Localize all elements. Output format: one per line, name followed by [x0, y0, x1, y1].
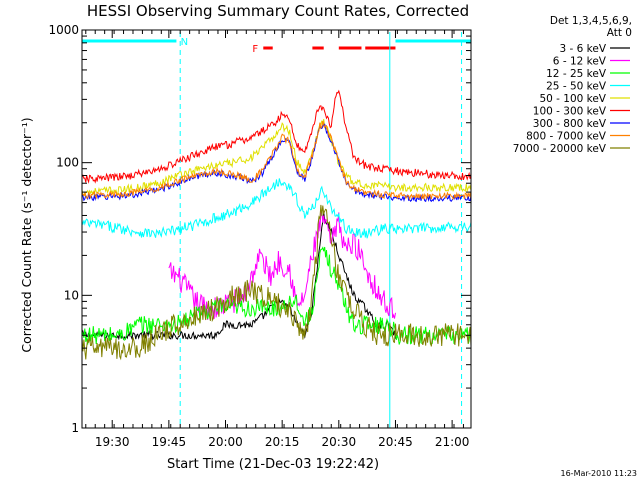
series-line-2 — [168, 210, 396, 320]
legend-label-5: 50 - 100 keV — [539, 93, 606, 105]
legend-label-7: 300 - 800 keV — [533, 118, 607, 130]
series-line-8 — [81, 120, 472, 201]
legend-header-1: Det 1,3,4,5,6,9, — [550, 15, 632, 27]
series-line-9 — [81, 204, 472, 361]
x-tick-label-4: 20:15 — [265, 435, 300, 449]
legend-label-9: 7000 - 20000 keV — [513, 143, 607, 155]
series-line-7 — [81, 123, 472, 203]
flag-f-label: F — [252, 44, 258, 55]
legend-label-3: 12 - 25 keV — [546, 68, 607, 80]
x-tick-label-1: 19:30 — [95, 435, 130, 449]
series-line-1 — [81, 212, 396, 341]
axes: 19:30 19:45 20:00 20:15 20:30 20:45 21:00 1 10 10… — [48, 23, 472, 449]
x-tick-label-2: 19:45 — [152, 435, 187, 449]
legend-label-8: 800 - 7000 keV — [526, 131, 607, 143]
series-line-5 — [81, 118, 472, 197]
series-line-4 — [81, 178, 472, 239]
x-axis-label: Start Time (21-Dec-03 19:22:42) — [167, 457, 379, 472]
y-tick-label-3: 100 — [56, 156, 79, 170]
plot-frame — [81, 29, 472, 429]
series-line-6 — [81, 89, 472, 184]
y-tick-label-1: 1 — [71, 421, 79, 435]
x-tick-label-3: 20:00 — [208, 435, 243, 449]
legend-label-4: 25 - 50 keV — [546, 81, 607, 93]
legend-label-6: 100 - 300 keV — [533, 106, 607, 118]
legend-label-2: 6 - 12 keV — [553, 56, 607, 68]
y-tick-label-2: 10 — [64, 288, 79, 302]
chart-title: HESSI Observing Summary Count Rates, Cor… — [87, 2, 469, 20]
y-axis-label: Corrected Count Rate (s⁻¹ detector⁻¹) — [19, 117, 34, 352]
legend-header-2: Att 0 — [607, 27, 632, 39]
legend-label-1: 3 - 6 keV — [559, 43, 606, 55]
x-tick-label-5: 20:30 — [322, 435, 357, 449]
plot-area: NF — [81, 32, 472, 428]
footer-timestamp: 16-Mar-2010 11:23 — [561, 469, 638, 478]
x-tick-label-7: 21:00 — [435, 435, 470, 449]
flag-n-label: N — [181, 37, 188, 48]
y-tick-label-4: 1000 — [48, 23, 79, 37]
x-tick-label-6: 20:45 — [378, 435, 413, 449]
